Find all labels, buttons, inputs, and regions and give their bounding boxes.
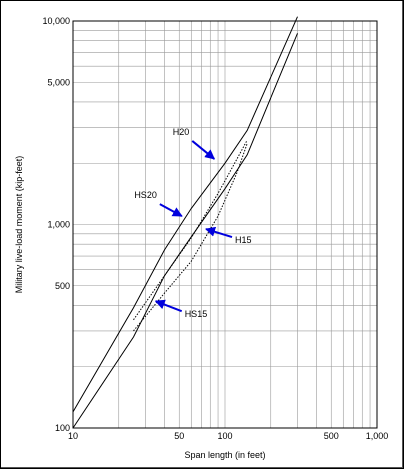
series-line-4 xyxy=(133,139,248,321)
tick-labels: 10 50 100 500 1,000 100 500 1,000 5,000 10,000 xyxy=(42,16,388,441)
x-axis-label: Span length (in feet) xyxy=(184,450,265,460)
x-tick-label: 1,000 xyxy=(366,431,389,441)
series-line-2 xyxy=(72,33,298,429)
plot-border xyxy=(72,20,378,429)
x-tick-label: 500 xyxy=(324,431,339,441)
y-tick-label: 10,000 xyxy=(42,16,70,26)
annotation-arrow xyxy=(159,203,183,217)
annotations: H20 HS20 H15 HS15 xyxy=(134,127,251,319)
x-tick-label: 50 xyxy=(174,431,184,441)
x-tick-label: 10 xyxy=(68,431,78,441)
annotation-label: HS20 xyxy=(134,190,157,200)
x-tick-label: 100 xyxy=(217,431,232,441)
annotation-arrow xyxy=(191,140,216,160)
annotation-label: H20 xyxy=(173,127,190,137)
y-tick-label: 1,000 xyxy=(47,220,70,230)
annotation-label: HS15 xyxy=(185,309,208,319)
annotation-label: H15 xyxy=(235,235,252,245)
y-tick-label: 100 xyxy=(55,423,70,433)
series-line-1 xyxy=(72,16,298,413)
y-tick-label: 5,000 xyxy=(47,77,70,87)
series-group xyxy=(72,16,298,429)
y-tick-label: 500 xyxy=(55,281,70,291)
series-line-3 xyxy=(133,143,248,332)
grid xyxy=(73,21,377,428)
annotation-arrow xyxy=(205,226,233,238)
y-axis-label: Military live-load moment (kip-feet) xyxy=(14,156,24,294)
annotation-arrow xyxy=(154,299,183,313)
